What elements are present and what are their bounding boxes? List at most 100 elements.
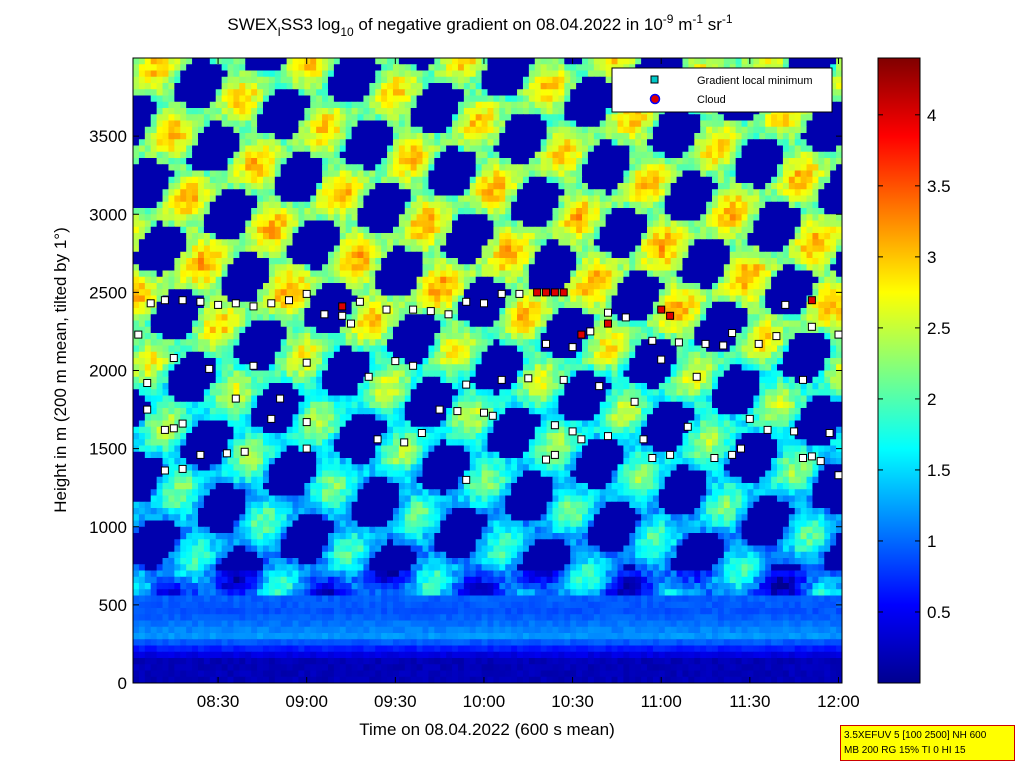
y-axis-label: Height in m (200 m mean, tilted by 1°) [51, 227, 70, 513]
gradient-minimum-marker [267, 299, 276, 308]
x-tick-label: 11:00 [641, 692, 682, 711]
legend-marker-minimum [650, 75, 659, 84]
gradient-minimum-marker [462, 475, 471, 484]
gradient-minimum-marker [515, 289, 524, 298]
x-axis: 08:30 09:00 09:30 10:00 10:30 11:00 11:30 12:00 [197, 58, 860, 711]
y-tick-label: 3000 [89, 205, 127, 224]
gradient-minimum-marker [542, 339, 550, 348]
gradient-minimum-marker [160, 466, 169, 475]
gradient-minimum-marker [435, 405, 444, 414]
legend-box [611, 67, 833, 113]
gradient-minimum-marker [781, 300, 790, 309]
gradient-minimum-marker [497, 289, 506, 298]
y-tick-label: 2500 [89, 283, 127, 302]
y-tick-label: 0 [118, 674, 127, 693]
gradient-minimum-marker [178, 296, 187, 305]
gradient-minimum-marker [710, 454, 719, 462]
gradient-minimum-marker [146, 299, 155, 308]
gradient-minimum-marker [302, 358, 311, 367]
cloud-marker [542, 288, 550, 297]
gradient-minimum-marker [302, 444, 311, 453]
gradient-minimum-marker [338, 311, 347, 320]
gradient-minimum-marker [444, 310, 453, 319]
gradient-minimum-marker [373, 435, 382, 444]
y-tick-label: 500 [99, 596, 127, 615]
gradient-minimum-marker [683, 422, 692, 431]
gradient-minimum-marker [550, 450, 559, 459]
gradient-minimum-marker [160, 425, 169, 434]
gradient-minimum-marker [834, 471, 842, 480]
colorbar-tick-label: 2.5 [927, 319, 951, 338]
gradient-minimum-marker [134, 330, 143, 339]
gradient-minimum-marker [701, 339, 710, 348]
gradient-minimum-marker [249, 302, 258, 311]
gradient-minimum-marker [364, 372, 373, 381]
gradient-minimum-marker [222, 449, 231, 458]
gradient-minimum-marker [417, 429, 426, 437]
colorbar-ticks: 0.5 1 1.5 2 2.5 3 3.5 4 [878, 106, 951, 622]
gradient-minimum-marker [799, 454, 807, 462]
gradient-minimum-marker [462, 380, 471, 389]
cloud-marker [657, 305, 666, 314]
gradient-minimum-marker [816, 457, 825, 466]
gradient-minimum-marker [568, 427, 577, 436]
gradient-minimum-marker [320, 310, 329, 319]
colorbar-tick-label: 1 [927, 532, 936, 551]
gradient-minimum-marker [231, 394, 240, 403]
gradient-minimum-marker [630, 397, 639, 406]
gradient-minimum-marker [621, 313, 630, 322]
legend-marker-cloud [649, 93, 661, 105]
gradient-minimum-marker [196, 297, 205, 306]
x-tick-label: 09:00 [285, 692, 328, 711]
gradient-minimum-marker [754, 339, 763, 348]
gradient-minimum-marker [728, 329, 737, 337]
x-tick-label: 10:00 [463, 692, 506, 711]
colorbar-tick-label: 3 [927, 248, 936, 267]
gradient-minimum-marker [586, 327, 595, 336]
gradient-minimum-marker [834, 330, 842, 339]
colorbar-tick-label: 1.5 [927, 461, 951, 480]
gradient-minimum-marker [160, 296, 169, 305]
cloud-marker [533, 288, 542, 297]
parameter-info-box: 3.5XEFUV 5 [100 2500] NH 600 MB 200 RG 1… [840, 725, 1015, 761]
gradient-minimum-marker [604, 308, 612, 317]
gradient-minimum-marker [462, 297, 471, 306]
x-axis-label: Time on 08.04.2022 (600 s mean) [359, 720, 614, 739]
cloud-marker [666, 311, 675, 320]
legend-label-cloud: Cloud [697, 94, 726, 106]
gradient-minimum-marker [648, 454, 657, 462]
y-tick-label: 1500 [89, 440, 127, 459]
y-tick-label: 3500 [89, 127, 127, 146]
gradient-minimum-marker [205, 364, 214, 373]
y-tick-label: 1000 [89, 518, 127, 537]
gradient-minimum-marker [728, 450, 737, 459]
legend-label-minimum: Gradient local minimum [697, 75, 813, 87]
y-axis: 0 500 1000 1500 2000 2500 3000 3500 [89, 127, 842, 693]
gradient-minimum-marker [169, 424, 178, 433]
gradient-minimum-marker [745, 414, 754, 423]
gradient-minimum-marker [249, 361, 258, 370]
colorbar: 0.5 1 1.5 2 2.5 3 3.5 4 [877, 57, 951, 684]
cloud-marker [604, 319, 612, 328]
gradient-minimum-marker [276, 394, 285, 403]
gradient-minimum-marker [595, 382, 604, 391]
cloud-marker [577, 330, 586, 339]
gradient-minimum-marker [666, 450, 675, 459]
gradient-minimum-marker [178, 464, 187, 473]
gradient-minimum-marker [196, 450, 205, 459]
info-line-2: MB 200 RG 15% TI 0 HI 15 [844, 745, 966, 756]
gradient-minimum-marker [285, 296, 293, 305]
gradient-minimum-marker [568, 343, 577, 352]
gradient-minimum-marker [409, 305, 418, 314]
x-tick-label: 11:30 [729, 692, 770, 711]
gradient-minimum-marker [807, 322, 816, 331]
y-tick-label: 2000 [89, 362, 127, 381]
x-tick-label: 09:30 [374, 692, 417, 711]
gradient-minimum-marker [657, 355, 666, 364]
gradient-minimum-marker [453, 407, 462, 416]
gradient-minimum-marker [559, 375, 568, 384]
gradient-minimum-marker [497, 375, 506, 384]
gradient-minimum-marker [178, 419, 187, 428]
legend: Gradient local minimum Cloud [611, 67, 833, 113]
gradient-minimum-marker [400, 438, 409, 447]
